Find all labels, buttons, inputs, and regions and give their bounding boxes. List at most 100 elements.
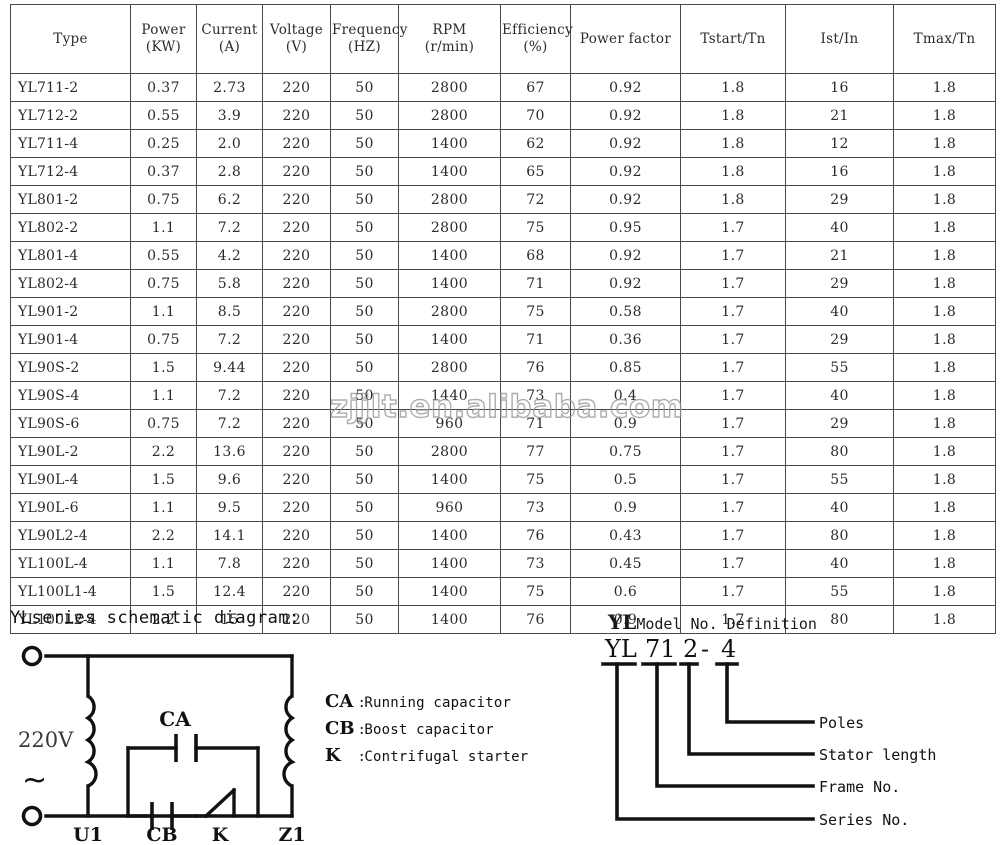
cell-tstart-tn: 1.7 — [680, 493, 786, 522]
cell-type: YL90L-2 — [10, 437, 131, 466]
cell-type: YL90L-4 — [10, 465, 131, 494]
cell-tmax-tn: 1.8 — [893, 129, 996, 158]
cell-power: 2.2 — [130, 521, 197, 550]
cell-tmax-tn: 1.8 — [893, 73, 996, 102]
cell-rpm: 2800 — [398, 437, 501, 466]
cell-frequency: 50 — [330, 185, 399, 214]
cell-efficiency: 72 — [500, 185, 571, 214]
cell-current: 4.2 — [196, 241, 263, 270]
col-header-frequency: Frequency (HZ) — [330, 4, 407, 74]
col-header-ist-in: Ist/In — [785, 4, 894, 74]
table-row: YL90L-4 1.5 9.6 220 50 1400 75 0.5 1.7 55 1.8 — [10, 465, 996, 494]
col-header-efficiency-title: Efficiency — [502, 22, 573, 39]
cell-voltage: 220 — [262, 213, 331, 242]
cell-power-factor: 0.9 — [570, 605, 681, 634]
cell-current: 7.2 — [196, 325, 263, 354]
cell-power-factor: 0.92 — [570, 241, 681, 270]
cell-voltage: 220 — [262, 241, 331, 270]
table-row: YL801-2 0.75 6.2 220 50 2800 72 0.92 1.8 29 1.8 — [10, 185, 996, 214]
cell-current: 3.9 — [196, 101, 263, 130]
col-header-rpm-unit: (r/min) — [424, 39, 475, 55]
cell-rpm: 1400 — [398, 241, 501, 270]
col-header-rpm: RPM (r/min) — [398, 4, 501, 74]
table-row: YL90S-4 1.1 7.2 220 50 1440 73 0.4 1.7 40 1.8 — [10, 381, 996, 410]
cell-voltage: 220 — [262, 325, 331, 354]
cell-ist-in: 55 — [785, 465, 894, 494]
cell-frequency: 50 — [330, 381, 399, 410]
legend-key-cb: CB — [325, 718, 355, 739]
cell-current: 7.2 — [196, 409, 263, 438]
cell-tstart-tn: 1.7 — [680, 353, 786, 382]
cell-frequency: 50 — [330, 297, 399, 326]
cell-tstart-tn: 1.8 — [680, 185, 786, 214]
cell-ist-in: 40 — [785, 213, 894, 242]
cell-type: YL901-4 — [10, 325, 131, 354]
cell-tstart-tn: 1.7 — [680, 269, 786, 298]
legend-text-cb: Boost capacitor — [364, 722, 494, 738]
table-row: YL711-2 0.37 2.73 220 50 2800 67 0.92 1.8 16 1.8 — [10, 73, 996, 102]
cell-type: YL712-4 — [10, 157, 131, 186]
cell-tstart-tn: 1.7 — [680, 409, 786, 438]
cell-voltage: 220 — [262, 381, 331, 410]
cell-ist-in: 55 — [785, 577, 894, 606]
cell-rpm: 960 — [398, 493, 501, 522]
col-header-rpm-title: RPM — [432, 22, 467, 39]
col-header-power-factor-title: Power factor — [579, 30, 672, 47]
col-header-current-unit: (A) — [218, 39, 241, 55]
terminal-z1-label: Z1 — [278, 824, 305, 845]
model-title-prefix: YL — [608, 610, 637, 634]
cell-voltage: 220 — [262, 549, 331, 578]
model-label-frame-no: Frame No. — [819, 778, 900, 796]
cell-ist-in: 12 — [785, 129, 894, 158]
col-header-tstart-tn: Tstart/Tn — [680, 4, 786, 74]
col-header-efficiency-unit: (%) — [523, 39, 548, 55]
cell-type: YL901-2 — [10, 297, 131, 326]
cell-efficiency: 75 — [500, 465, 571, 494]
cell-frequency: 50 — [330, 101, 399, 130]
cell-ist-in: 40 — [785, 549, 894, 578]
col-header-ist-in-title: Ist/In — [820, 30, 859, 47]
cell-tstart-tn: 1.7 — [680, 577, 786, 606]
cell-tmax-tn: 1.8 — [893, 437, 996, 466]
cell-power-factor: 0.92 — [570, 73, 681, 102]
col-header-current-title: Current — [201, 22, 258, 39]
cell-current: 9.44 — [196, 353, 263, 382]
cell-ist-in: 55 — [785, 353, 894, 382]
switch-k-label: K — [212, 824, 230, 845]
cell-voltage: 220 — [262, 465, 331, 494]
cell-voltage: 220 — [262, 605, 331, 634]
cell-rpm: 1400 — [398, 325, 501, 354]
cell-power: 1.1 — [130, 549, 197, 578]
cell-tmax-tn: 1.8 — [893, 325, 996, 354]
cell-type: YL100L1-4 — [10, 577, 131, 606]
cell-tmax-tn: 1.8 — [893, 409, 996, 438]
cell-current: 8.5 — [196, 297, 263, 326]
cell-frequency: 50 — [330, 157, 399, 186]
cell-power: 1.1 — [130, 213, 197, 242]
cell-ist-in: 29 — [785, 185, 894, 214]
cell-tstart-tn: 1.7 — [680, 381, 786, 410]
model-label-series-no: Series No. — [819, 811, 909, 829]
cell-tmax-tn: 1.8 — [893, 549, 996, 578]
cell-rpm: 1400 — [398, 521, 501, 550]
cell-ist-in: 29 — [785, 269, 894, 298]
cell-power-factor: 0.45 — [570, 549, 681, 578]
cell-power: 2.2 — [130, 437, 197, 466]
cell-power-factor: 0.75 — [570, 437, 681, 466]
cell-type: YL90S-6 — [10, 409, 131, 438]
cell-tstart-tn: 1.7 — [680, 521, 786, 550]
cell-voltage: 220 — [262, 73, 331, 102]
cell-frequency: 50 — [330, 493, 399, 522]
cell-current: 7.2 — [196, 213, 263, 242]
table-row: YL90L2-4 2.2 14.1 220 50 1400 76 0.43 1.7 80 1.8 — [10, 521, 996, 550]
cell-frequency: 50 — [330, 213, 399, 242]
cell-voltage: 220 — [262, 129, 331, 158]
cell-tmax-tn: 1.8 — [893, 381, 996, 410]
cell-tstart-tn: 1.8 — [680, 157, 786, 186]
cell-rpm: 1400 — [398, 269, 501, 298]
cell-current: 15 — [196, 605, 263, 634]
cell-rpm: 2800 — [398, 213, 501, 242]
cell-frequency: 50 — [330, 437, 399, 466]
cell-voltage: 220 — [262, 101, 331, 130]
cell-ist-in: 29 — [785, 325, 894, 354]
